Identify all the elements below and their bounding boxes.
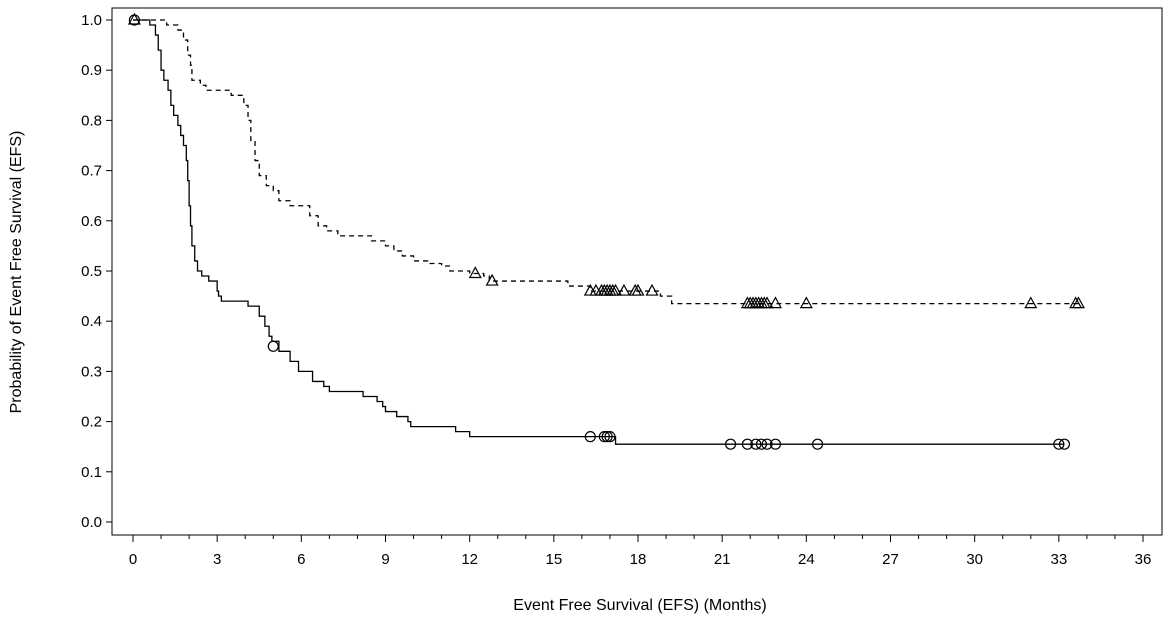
x-tick-label: 24 xyxy=(798,551,815,568)
censor-marker-circle xyxy=(1058,438,1071,450)
x-tick-label: 27 xyxy=(882,551,899,568)
x-tick-label: 0 xyxy=(129,551,137,568)
y-tick-label: 1.0 xyxy=(81,12,102,29)
censor-marker-circle xyxy=(584,431,596,443)
y-tick-label: 0.3 xyxy=(81,363,102,380)
x-tick-label: 3 xyxy=(213,551,221,568)
x-tick-label: 18 xyxy=(630,551,647,568)
censor-marker-triangle xyxy=(609,283,623,296)
y-tick-label: 0.2 xyxy=(81,414,102,431)
censor-marker-triangle xyxy=(127,12,141,25)
x-tick-label: 36 xyxy=(1135,551,1152,568)
plot-frame xyxy=(111,7,1163,536)
series-2 xyxy=(127,12,1085,309)
y-tick-label: 0.1 xyxy=(81,464,102,481)
censor-marker-triangle xyxy=(768,296,782,309)
y-tick-label: 0.0 xyxy=(81,514,102,531)
censor-marker-circle xyxy=(267,340,279,352)
y-axis-title: Probability of Event Free Survival (EFS) xyxy=(8,131,25,414)
y-tick-label: 0.5 xyxy=(81,263,102,280)
y-axis: 0.0 0.1 0.2 0.3 0.4 0.5 0.6 0.7 0.8 0.9 1.0 xyxy=(81,12,112,531)
y-tick-label: 0.8 xyxy=(81,112,102,129)
censor-marker-triangle xyxy=(760,296,774,309)
censor-marker-triangle xyxy=(485,273,499,286)
y-tick-label: 0.4 xyxy=(81,313,102,330)
censor-marker-circle xyxy=(604,431,616,443)
censor-marker-circle xyxy=(601,431,613,443)
censor-marker-triangle xyxy=(631,283,645,296)
censor-marker-circle xyxy=(598,431,610,443)
y-tick-label: 0.6 xyxy=(81,213,102,230)
censor-marker-circle xyxy=(741,438,754,450)
censor-marker-circle xyxy=(811,438,824,450)
x-tick-label: 30 xyxy=(966,551,983,568)
x-axis-title: Event Free Survival (EFS) (Months) xyxy=(513,597,766,614)
x-tick-label: 15 xyxy=(545,551,562,568)
censor-marker-circle xyxy=(761,438,773,450)
x-tick-label: 9 xyxy=(381,551,389,568)
censor-marker-circle xyxy=(724,438,737,450)
censor-marker-triangle xyxy=(1071,296,1085,309)
censor-marker-triangle xyxy=(799,296,813,309)
censor-marker-triangle xyxy=(617,283,631,296)
survival-curve-solid xyxy=(133,19,1065,445)
censor-marker-triangle xyxy=(468,266,482,279)
censor-marker-circle xyxy=(755,438,768,450)
censor-marker-circle xyxy=(769,438,782,450)
censor-marker-triangle xyxy=(645,283,659,296)
censor-marker-triangle xyxy=(1024,296,1038,309)
x-tick-label: 33 xyxy=(1050,551,1067,568)
series-layer xyxy=(127,12,1085,450)
y-tick-label: 0.7 xyxy=(81,163,102,180)
x-tick-label: 12 xyxy=(461,551,478,568)
x-tick-label: 6 xyxy=(297,551,305,568)
y-tick-label: 0.9 xyxy=(81,62,102,79)
censor-marker-circle xyxy=(1053,438,1065,450)
x-axis: 0 3 6 9 12 15 18 21 24 27 30 33 36 xyxy=(129,535,1152,568)
series-1 xyxy=(128,14,1071,450)
survival-curve-dashed xyxy=(133,19,1079,305)
censor-marker-circle xyxy=(750,438,762,450)
x-tick-label: 21 xyxy=(714,551,731,568)
